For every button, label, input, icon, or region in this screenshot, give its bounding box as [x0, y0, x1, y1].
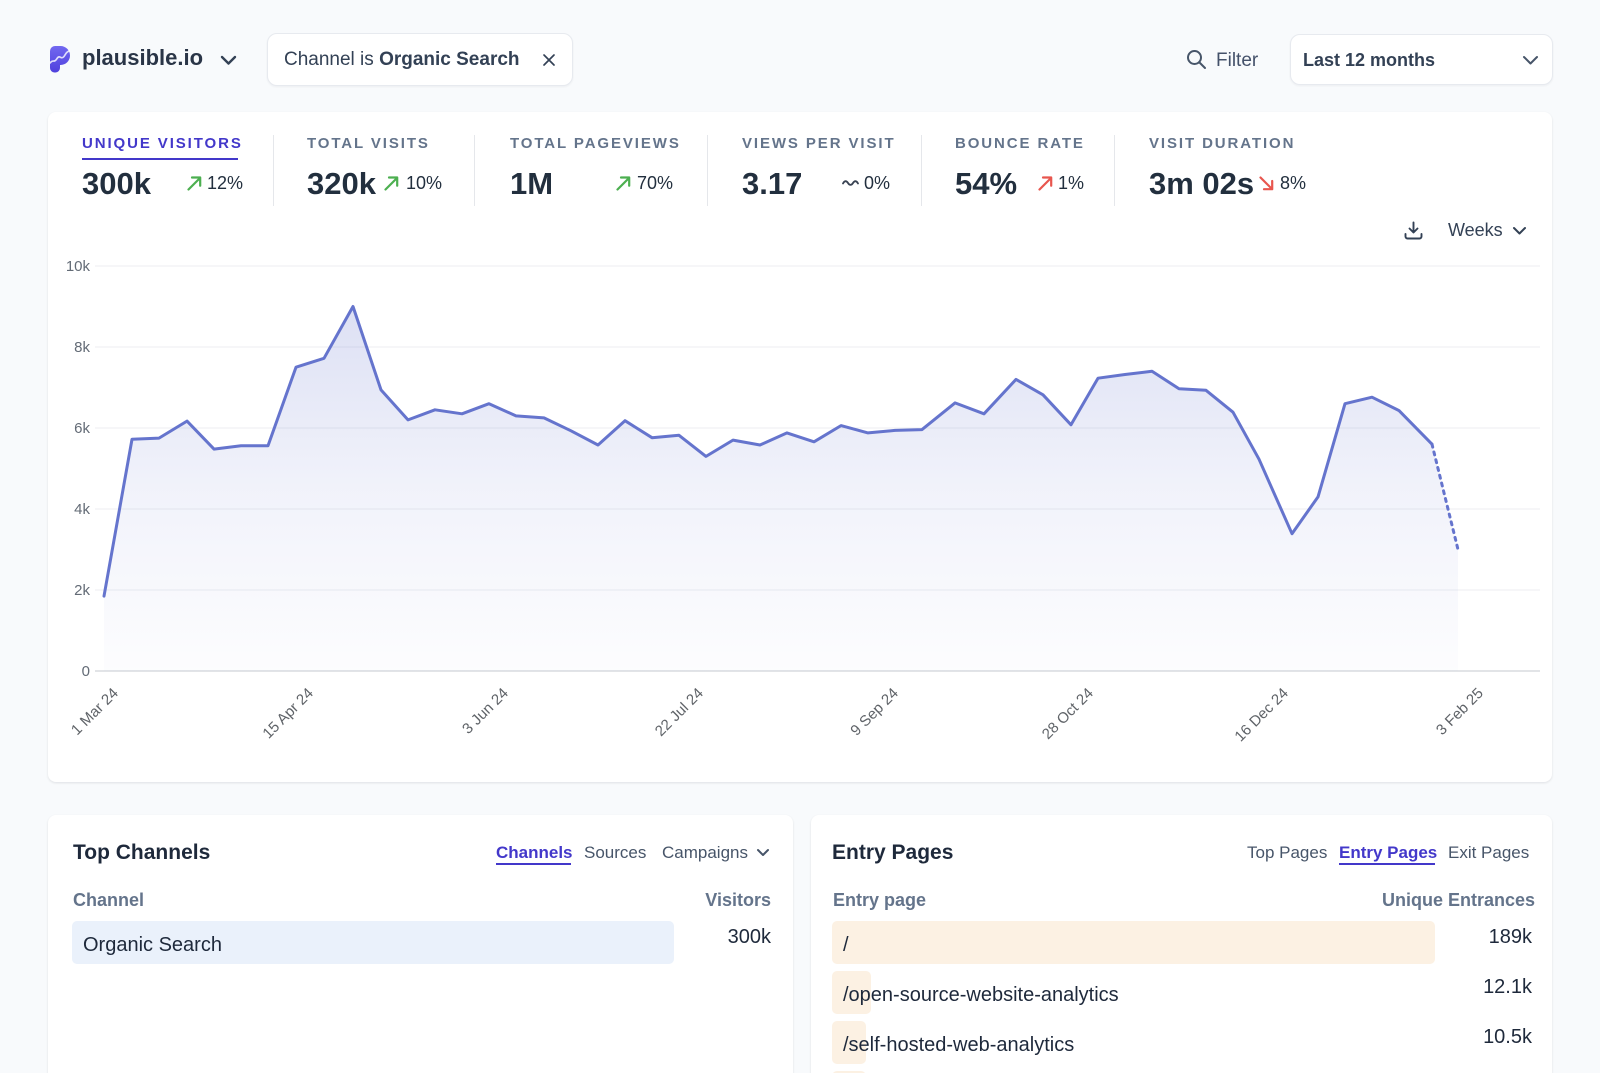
svg-text:6k: 6k: [74, 420, 90, 437]
svg-text:3 Jun 24: 3 Jun 24: [459, 685, 512, 738]
svg-text:4k: 4k: [74, 501, 90, 518]
svg-text:8k: 8k: [74, 339, 90, 356]
svg-text:9 Sep 24: 9 Sep 24: [847, 685, 901, 739]
svg-text:28 Oct 24: 28 Oct 24: [1039, 685, 1097, 743]
svg-text:10k: 10k: [66, 258, 91, 275]
svg-text:3 Feb 25: 3 Feb 25: [1433, 685, 1487, 739]
svg-text:22 Jul 24: 22 Jul 24: [652, 685, 707, 740]
svg-text:0: 0: [82, 663, 90, 680]
svg-text:16 Dec 24: 16 Dec 24: [1231, 685, 1291, 745]
svg-text:1 Mar 24: 1 Mar 24: [68, 685, 122, 739]
svg-text:15 Apr 24: 15 Apr 24: [259, 685, 316, 742]
svg-text:2k: 2k: [74, 582, 90, 599]
